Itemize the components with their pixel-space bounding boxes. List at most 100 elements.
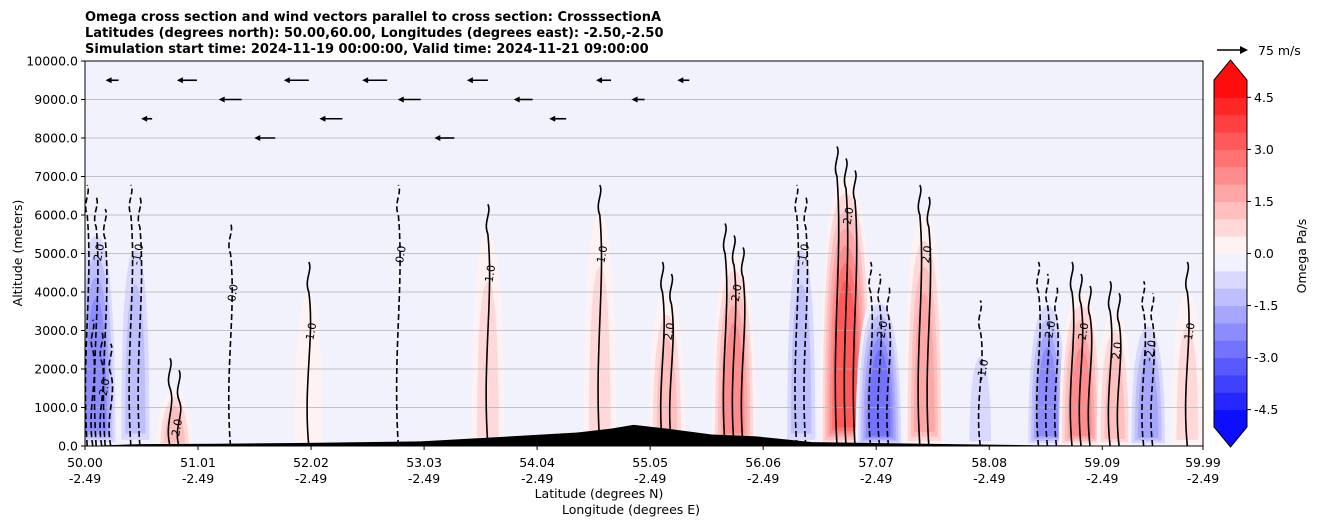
omega-band-10-level-4: [723, 322, 745, 434]
contour-20-0: [1184, 261, 1190, 446]
wind-vector-head-4: [254, 135, 261, 141]
wind-vector-head-0: [105, 77, 112, 84]
contour-14-0: [917, 184, 923, 446]
y-tick-label-4: 4000.0: [34, 285, 78, 300]
omega-band-8-level-1: [588, 266, 611, 437]
colorbar-tick-label-1: -3.0: [1254, 350, 1278, 365]
wind-vector-head-9: [434, 135, 441, 141]
contour-0-1: [99, 331, 105, 446]
colorbar-extend-min: [1214, 427, 1247, 447]
y-tick-label-2: 2000.0: [34, 362, 78, 377]
y-tick-label-9: 9000.0: [34, 92, 78, 107]
contour-11-0: [794, 184, 800, 446]
contour-13-2: [886, 285, 892, 446]
y-tick-label-10: 10000.0: [26, 54, 78, 69]
x-tick-label-lon-3: -2.49: [408, 471, 440, 486]
omega-band-2-level-2: [125, 284, 146, 434]
x-tick-label-lon-5: -2.49: [634, 471, 666, 486]
omega-band-4-level-0: [216, 253, 245, 446]
x-tick-label-lat-4: 54.04: [519, 455, 555, 470]
x-tick-label-lat-10: 59.99: [1185, 455, 1221, 470]
contour-label-5: 1.0: [303, 322, 319, 341]
contour-2-0: [128, 184, 134, 446]
title-line-3: Simulation start time: 2024-11-19 00:00:…: [85, 42, 649, 57]
y-axis-label: Altitude (meters): [10, 200, 25, 307]
colorbar-segment-6: [1214, 305, 1247, 324]
quiver-key: 75 m/s: [1217, 43, 1301, 58]
x-tick-label-lon-1: -2.49: [182, 471, 214, 486]
contour-16-2: [1053, 285, 1059, 446]
contour-labels: -2.0 -2.0 -1.0 2.0 0.0 1.0 0.0 1.0 1.0 2.0 2.0 -1.0…: [90, 206, 1197, 437]
colorbar-segment-19: [1214, 80, 1247, 98]
x-tick-label-lat-0: 50.00: [67, 455, 103, 470]
contour-17-2: [1087, 285, 1093, 446]
colorbar-segment-18: [1214, 97, 1247, 116]
y-tick-label-3: 3000.0: [34, 323, 78, 338]
x-tick-label-lat-2: 52.02: [293, 455, 329, 470]
contour-1-1: [93, 196, 99, 446]
colorbar-outline: [1213, 59, 1248, 448]
wind-vector-head-2: [176, 77, 183, 84]
y-tick-label-6: 6000.0: [34, 208, 78, 223]
contour-label-4: 0.0: [225, 283, 241, 302]
chart-title: Omega cross section and wind vectors par…: [85, 10, 664, 57]
contour-7-0: [485, 203, 491, 446]
contour-10-2: [740, 247, 746, 446]
contour-label-20: 1.0: [1182, 322, 1198, 341]
plot-area: -2.0 -2.0 -1.0 2.0 0.0 1.0 0.0 1.0 1.0 2.0 2.0 -1.0…: [84, 60, 1204, 447]
contour-17-1: [1078, 273, 1084, 446]
contour-0-2: [108, 343, 114, 446]
wind-vector-head-8: [397, 96, 404, 103]
wind-vector-head-10: [466, 77, 473, 84]
contour-10-1: [731, 235, 737, 446]
contour-label-6: 0.0: [393, 245, 409, 264]
x-tick-label-lat-9: 59.09: [1084, 455, 1120, 470]
x-tick-label-lon-6: -2.49: [747, 471, 779, 486]
contour-label-9: 2.0: [662, 322, 678, 341]
contour-label-16: -2.0: [1042, 320, 1059, 343]
omega-band-13-level-5: [868, 349, 891, 436]
colorbar-segment-15: [1214, 149, 1247, 168]
contour-13-0: [868, 261, 874, 446]
colorbar-segment-7: [1214, 288, 1247, 307]
colorbar-tick-label-0: -4.5: [1254, 402, 1278, 417]
wind-vector-head-13: [595, 77, 602, 84]
colorbar-segment-16: [1214, 132, 1247, 150]
colorbar-segment-9: [1214, 253, 1247, 272]
omega-band-11-level-2: [791, 284, 812, 434]
x-tick-label-lon-2: -2.49: [295, 471, 327, 486]
contour-10-0: [722, 223, 728, 446]
colorbar-segment-4: [1214, 340, 1247, 359]
omega-band-7-level-1: [477, 281, 499, 438]
contour-15-0: [977, 300, 983, 446]
title-line-2: Latitudes (degrees north): 50.00,60.00, …: [85, 26, 664, 41]
contour-16-0: [1035, 261, 1041, 446]
contour-9-0: [659, 261, 665, 446]
omega-band-17-level-4: [1070, 347, 1092, 437]
x-tick-label-lat-7: 57.07: [858, 455, 894, 470]
colorbar-segment-8: [1214, 270, 1247, 289]
terrain-profile: [85, 424, 1203, 446]
colorbar-segment-14: [1214, 166, 1247, 185]
wind-vector-head-1: [141, 115, 148, 122]
x-tick-label-lat-6: 56.06: [745, 455, 781, 470]
x-tick-label-lon-9: -2.49: [1086, 471, 1118, 486]
quiver-key-arrowhead: [1240, 46, 1248, 54]
contour-label-19: -2.0: [1142, 339, 1159, 362]
contour-5-0: [306, 261, 312, 446]
omega-band-12-level-6: [834, 280, 858, 428]
contour-label-3: 2.0: [169, 418, 185, 437]
contour-3-0: [167, 357, 173, 446]
quiver-key-label: 75 m/s: [1258, 43, 1301, 58]
wind-vector-head-11: [513, 96, 520, 103]
x-axis-label-longitude: Longitude (degrees E): [562, 502, 700, 517]
contour-13-1: [877, 273, 883, 446]
contour-label-1: -2.0: [90, 243, 107, 266]
wind-vectors: [105, 77, 690, 141]
colorbar-segment-10: [1214, 236, 1247, 254]
contour-19-1: [1150, 292, 1156, 446]
colorbar-segment-3: [1214, 357, 1247, 376]
x-axis-label-latitude: Latitude (degrees N): [535, 486, 664, 501]
y-axis: 0.0 1000.0 2000.0 3000.0 4000.0 5000.0 6000.0 7…: [26, 54, 85, 454]
